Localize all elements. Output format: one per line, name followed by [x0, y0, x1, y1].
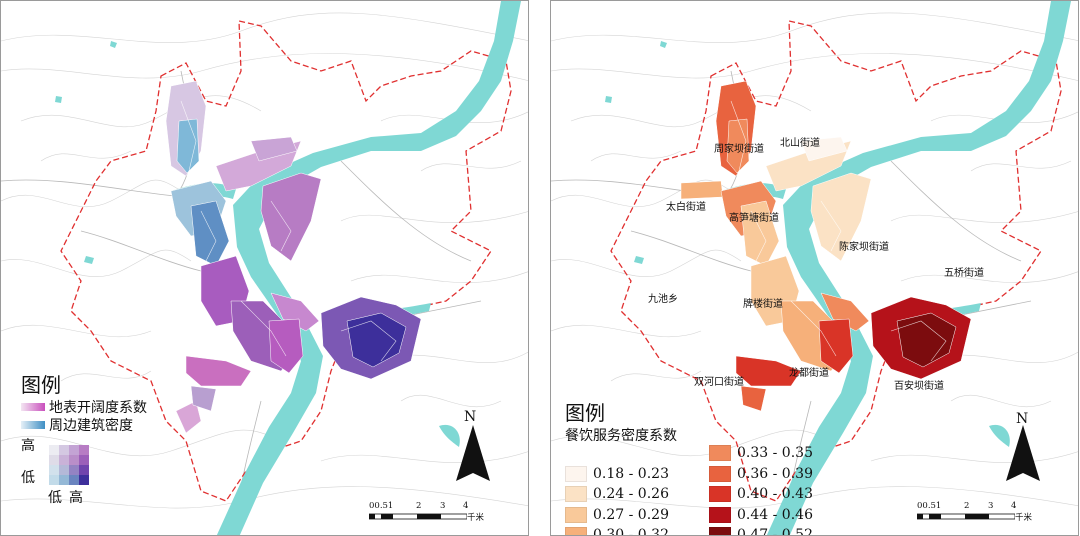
legend-class-row: 0.47 - 0.52: [709, 527, 813, 536]
legend-class-label: 0.24 - 0.26: [593, 486, 669, 502]
map-canvas-right[interactable]: [551, 1, 1079, 536]
north-arrow-icon: [456, 425, 490, 481]
scale-tick-2: 2: [964, 501, 970, 511]
scale-tick-3: 3: [440, 501, 446, 511]
north-arrow-label: N: [464, 409, 477, 425]
north-arrow-label: N: [1016, 411, 1029, 427]
north-arrow-icon: [1006, 425, 1040, 481]
legend-class-swatch: [709, 506, 731, 523]
legend-class-row: 0.27 - 0.29: [565, 506, 669, 523]
scale-tick-0: 00.51: [369, 501, 394, 511]
scale-bar-graphic: [917, 513, 1015, 520]
bivariate-cell: [79, 465, 89, 475]
scale-tick-0: 00.51: [917, 501, 942, 511]
legend-class-label: 0.33 - 0.35: [737, 445, 813, 461]
scale-tick-3: 3: [988, 501, 994, 511]
admin-boundary: [60, 20, 512, 502]
river: [55, 1, 521, 535]
legend-item-openness: 地表开阔度系数: [21, 397, 147, 417]
bivariate-cell: [49, 455, 59, 465]
admin-boundary: [610, 20, 1062, 502]
legend-class-row: 0.40 - 0.43: [709, 486, 813, 502]
scale-unit: 千米: [467, 513, 485, 523]
bivariate-cell: [59, 455, 69, 465]
legend-class-row: 0.33 - 0.35: [709, 445, 813, 461]
bivariate-cell: [49, 465, 59, 475]
district-label-shuanghekou: 双河口街道: [694, 377, 744, 388]
district-label-wuqiao: 五桥街道: [944, 268, 984, 279]
legend-subtitle: 餐饮服务密度系数: [565, 428, 677, 444]
scale-bar-graphic: [369, 513, 467, 520]
bivariate-urban-blocks: [165, 80, 422, 434]
legend-title: 图例: [565, 401, 605, 425]
district-label-zhoujiaba: 周家坝街道: [714, 144, 764, 155]
legend-class-label: 0.30 - 0.32: [593, 527, 669, 536]
legend-x-axis-high: 高: [69, 490, 83, 506]
legend-class-row: 0.18 - 0.23: [565, 465, 669, 482]
legend-item-openness-label: 地表开阔度系数: [49, 400, 147, 416]
legend-class-swatch: [709, 486, 731, 502]
legend-class-label: 0.47 - 0.52: [737, 527, 813, 536]
scale-tick-4: 4: [463, 501, 469, 511]
bivariate-legend-grid: [49, 445, 89, 485]
district-label-beishan: 北山街道: [780, 138, 820, 149]
district-label-gaosuntang: 高笋塘街道: [729, 213, 779, 224]
district-label-pailou: 牌楼街道: [743, 299, 783, 310]
legend-class-label: 0.40 - 0.43: [737, 486, 813, 502]
legend-class-swatch: [709, 465, 731, 482]
river: [605, 1, 1071, 535]
legend-class-swatch: [565, 506, 587, 523]
bivariate-cell: [69, 465, 79, 475]
bivariate-cell: [49, 475, 59, 485]
bivariate-cell: [69, 475, 79, 485]
legend-class-row: 0.44 - 0.46: [709, 506, 813, 523]
legend-class-label: 0.44 - 0.46: [737, 506, 813, 523]
legend-class-swatch: [565, 486, 587, 502]
legend-class-row: 0.36 - 0.39: [709, 465, 813, 482]
map-panel-right: 周家坝街道 北山街道 太白街道 高笋塘街道 陈家坝街道 五桥街道 九池乡 牌楼街…: [550, 0, 1079, 536]
street-lines: [180, 100, 397, 362]
legend-class-swatch: [709, 527, 731, 535]
legend-item-density-label: 周边建筑密度: [49, 418, 133, 434]
bivariate-cell: [69, 445, 79, 455]
scale-unit: 千米: [1015, 513, 1033, 523]
legend-class-label: 0.36 - 0.39: [737, 465, 813, 482]
district-label-jiuchi: 九池乡: [648, 294, 678, 305]
legend-class-swatch: [565, 465, 587, 482]
map-panel-left: 图例 地表开阔度系数 周边建筑密度 高 低 低 高 N 00.51 2 3 4 …: [0, 0, 529, 536]
map-canvas-left[interactable]: [1, 1, 529, 536]
legend-y-axis-high: 高: [21, 438, 35, 454]
bivariate-cell: [59, 445, 69, 455]
choropleth-urban-blocks: [680, 80, 972, 412]
legend-title: 图例: [21, 373, 61, 397]
legend-swatch-openness-gradient: [21, 403, 45, 411]
legend-x-axis-low: 低: [48, 490, 62, 506]
bivariate-cell: [49, 445, 59, 455]
bivariate-cell: [79, 445, 89, 455]
legend-y-axis-low: 低: [21, 470, 35, 486]
legend-class-row: 0.24 - 0.26: [565, 486, 669, 502]
legend-class-row: 0.30 - 0.32: [565, 527, 669, 536]
street-lines: [730, 100, 947, 362]
scale-tick-4: 4: [1011, 501, 1017, 511]
scale-tick-2: 2: [416, 501, 422, 511]
legend-item-density: 周边建筑密度: [21, 415, 133, 435]
bivariate-cell: [59, 465, 69, 475]
legend-class-swatch: [565, 527, 587, 535]
legend-class-label: 0.18 - 0.23: [593, 465, 669, 482]
district-label-taibai: 太白街道: [666, 202, 706, 213]
bivariate-cell: [59, 475, 69, 485]
bivariate-cell: [79, 455, 89, 465]
legend-swatch-density-gradient: [21, 421, 45, 429]
district-label-baianba: 百安坝街道: [894, 381, 944, 392]
legend-class-swatch: [709, 445, 731, 461]
legend-class-label: 0.27 - 0.29: [593, 506, 669, 523]
district-label-chenjiaba: 陈家坝街道: [839, 242, 889, 253]
bivariate-cell: [69, 455, 79, 465]
bivariate-cell: [79, 475, 89, 485]
district-label-longdu: 龙都街道: [789, 368, 829, 379]
